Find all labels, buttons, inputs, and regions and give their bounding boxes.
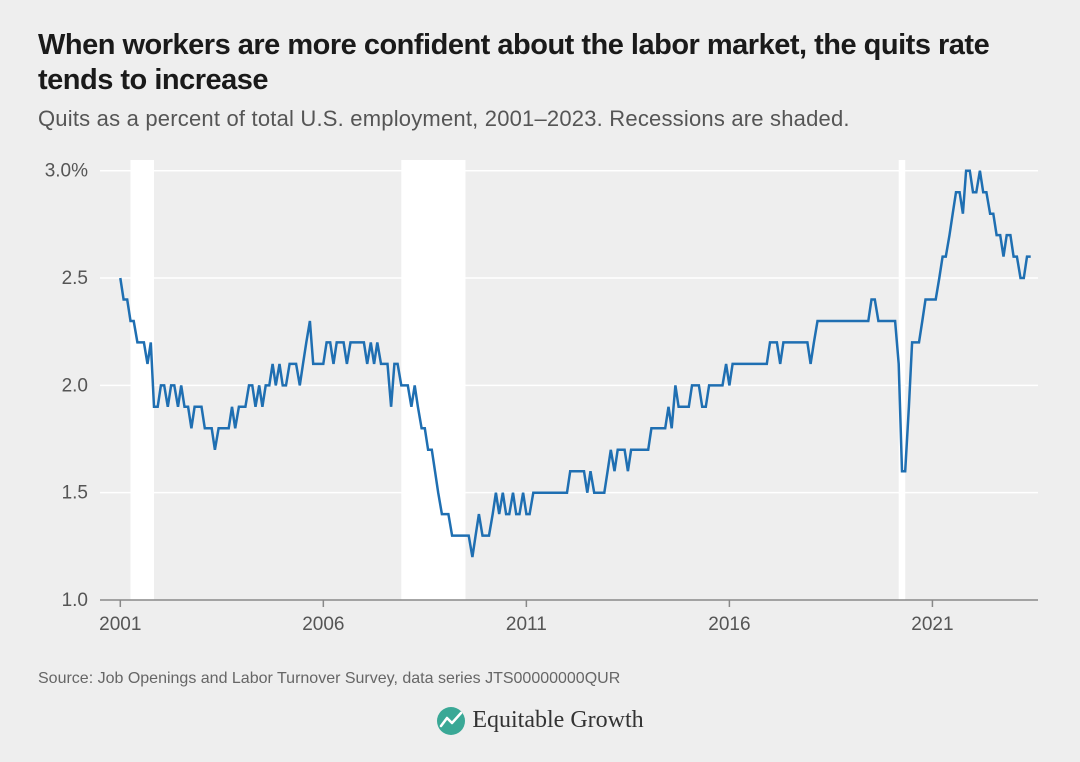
chart-subtitle: Quits as a percent of total U.S. employm… — [38, 106, 1042, 132]
x-axis-label: 2011 — [506, 614, 547, 635]
x-axis-label: 2001 — [99, 614, 141, 635]
y-axis-label: 2.0 — [62, 375, 88, 396]
logo-row: Equitable Growth — [38, 706, 1042, 736]
x-axis-label: 2006 — [302, 614, 344, 635]
equitable-growth-logo-icon — [436, 706, 466, 736]
y-axis-label: 3.0% — [45, 160, 88, 181]
line-chart-svg: 1.0 1.5 2.0 2.5 3.0% 2001 2006 2011 2016 2021 — [38, 160, 1038, 650]
x-axis-label: 2016 — [708, 614, 750, 635]
recession-band — [401, 160, 465, 600]
y-axis-label: 1.0 — [62, 590, 88, 611]
logo-text: Equitable Growth — [472, 707, 643, 734]
y-axis-label: 1.5 — [62, 482, 88, 503]
quits-rate-series — [120, 170, 1030, 556]
x-axis-label: 2021 — [911, 614, 953, 635]
chart-title: When workers are more confident about th… — [38, 28, 1042, 98]
y-axis-label: 2.5 — [62, 268, 88, 289]
source-text: Source: Job Openings and Labor Turnover … — [38, 670, 1042, 688]
chart-container: 1.0 1.5 2.0 2.5 3.0% 2001 2006 2011 2016 2021 — [38, 160, 1042, 650]
recession-band — [130, 160, 154, 600]
